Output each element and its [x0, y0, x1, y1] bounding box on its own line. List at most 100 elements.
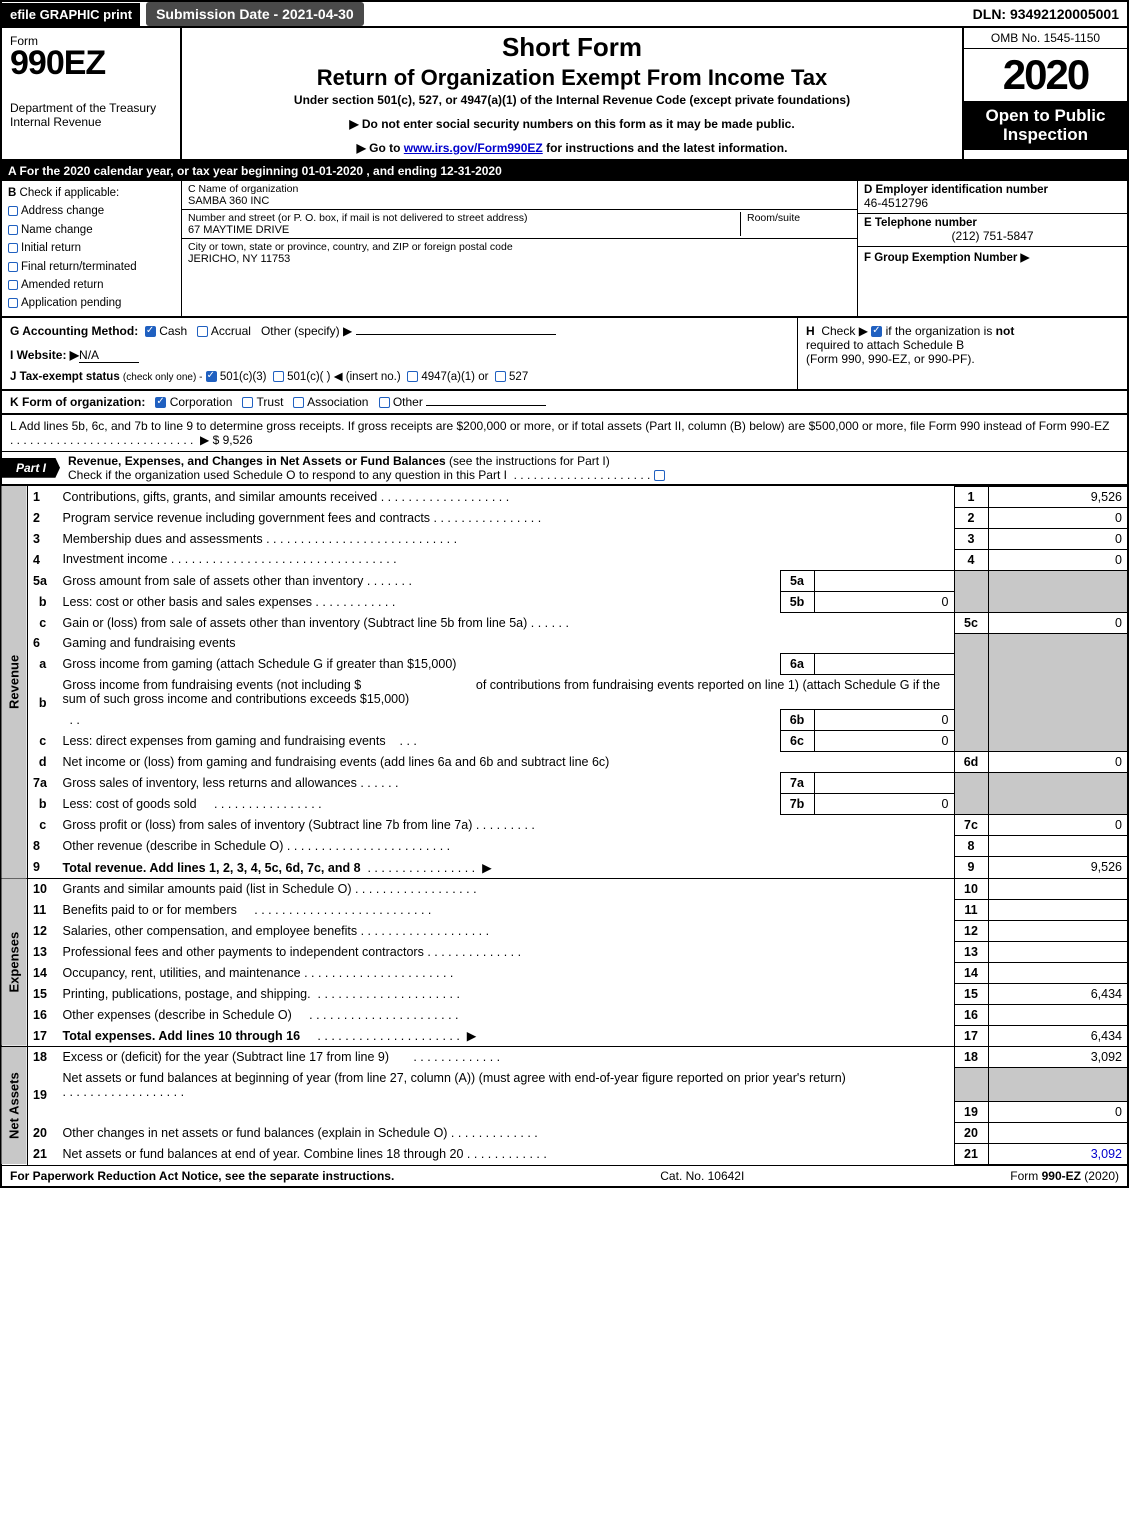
shade-7: [954, 773, 988, 815]
efile-print-button[interactable]: efile GRAPHIC print: [2, 3, 140, 26]
ln-19-col: 19: [954, 1102, 988, 1123]
open-to-public: Open to Public Inspection: [964, 101, 1127, 150]
dept-treasury: Department of the Treasury: [10, 101, 172, 115]
ein-phone-col: D Employer identification number 46-4512…: [857, 181, 1127, 316]
lbl-501c3: 501(c)(3): [220, 371, 267, 383]
checkbox-schedule-b[interactable]: [871, 326, 882, 337]
ln-5c-val: 0: [988, 612, 1128, 633]
shade-5: [954, 570, 988, 612]
ln-18-num: 18: [28, 1047, 58, 1068]
ln-7a-box: 7a: [780, 773, 814, 794]
ln-7c-num: c: [28, 815, 58, 836]
ln-12-col: 12: [954, 920, 988, 941]
ln-21-num: 21: [28, 1144, 58, 1165]
checkbox-cash[interactable]: [145, 326, 156, 337]
ln-10-val: [988, 878, 1128, 899]
ln-14-num: 14: [28, 962, 58, 983]
accounting-method-line: G Accounting Method: Cash Accrual Other …: [10, 324, 789, 338]
checkbox-address-change[interactable]: [8, 206, 18, 216]
ln-18-val: 3,092: [988, 1047, 1128, 1068]
footer-cat: Cat. No. 10642I: [660, 1169, 744, 1183]
checkbox-corporation[interactable]: [155, 397, 166, 408]
side-expenses: Expenses: [1, 878, 28, 1047]
ln-15-col: 15: [954, 983, 988, 1004]
part-1-sub: (see the instructions for Part I): [446, 454, 610, 468]
ln-6a-box: 6a: [780, 654, 814, 675]
ln-16-desc: Other expenses (describe in Schedule O): [63, 1008, 292, 1022]
ln-3-num: 3: [28, 528, 58, 549]
ln-9-val: 9,526: [988, 857, 1128, 879]
checkbox-527[interactable]: [495, 371, 506, 382]
tax-year: 2020: [964, 49, 1127, 101]
h-check-text: Check ▶: [821, 324, 868, 338]
checkbox-4947[interactable]: [407, 371, 418, 382]
form-header: Form 990EZ Department of the Treasury In…: [0, 28, 1129, 161]
city-lbl: City or town, state or province, country…: [188, 241, 851, 253]
org-info: C Name of organization SAMBA 360 INC Num…: [182, 181, 857, 316]
room-suite-lbl: Room/suite: [741, 212, 851, 236]
h-right: H Check ▶ if the organization is not req…: [797, 318, 1127, 389]
checkbox-schedule-o[interactable]: [654, 470, 665, 481]
checkbox-amended-return[interactable]: [8, 280, 18, 290]
ln-12-desc: Salaries, other compensation, and employ…: [63, 924, 358, 938]
ln-8-num: 8: [28, 836, 58, 857]
group-exemption-row: F Group Exemption Number ▶: [858, 247, 1127, 267]
check-b: B: [8, 187, 16, 199]
ln-1-col: 1: [954, 486, 988, 507]
ln-21-val: 3,092: [988, 1144, 1128, 1165]
ln-2-desc: Program service revenue including govern…: [63, 511, 431, 525]
checkbox-501c3[interactable]: [206, 371, 217, 382]
checkbox-trust[interactable]: [242, 397, 253, 408]
dln-label: DLN: 93492120005001: [965, 2, 1127, 26]
j-note: (check only one) -: [123, 372, 202, 383]
h-label: H: [806, 324, 815, 338]
ln-4-val: 0: [988, 549, 1128, 570]
ln-13-num: 13: [28, 941, 58, 962]
lbl-association: Association: [307, 395, 368, 409]
omb-number: OMB No. 1545-1150: [964, 28, 1127, 49]
ln-6b-boxval: 0: [814, 710, 954, 731]
side-net-assets: Net Assets: [1, 1047, 28, 1165]
g-label: G Accounting Method:: [10, 324, 138, 338]
ln-2-num: 2: [28, 507, 58, 528]
ln-8-col: 8: [954, 836, 988, 857]
checkbox-accrual[interactable]: [197, 326, 208, 337]
ln-9-col: 9: [954, 857, 988, 879]
phone-lbl: E Telephone number: [864, 217, 1121, 229]
irs-link[interactable]: www.irs.gov/Form990EZ: [404, 141, 543, 155]
ln-9-num: 9: [28, 857, 58, 879]
checkbox-initial-return[interactable]: [8, 243, 18, 253]
ln-20-desc: Other changes in net assets or fund bala…: [63, 1126, 448, 1140]
checkbox-association[interactable]: [293, 397, 304, 408]
shade-5v: [988, 570, 1128, 612]
checkbox-other-org[interactable]: [379, 397, 390, 408]
lbl-amended-return: Amended return: [21, 279, 103, 291]
ln-5b-box: 5b: [780, 591, 814, 612]
ln-5b-desc: Less: cost or other basis and sales expe…: [63, 595, 312, 609]
ln-11-desc: Benefits paid to or for members: [63, 903, 237, 917]
submission-date-button[interactable]: Submission Date - 2021-04-30: [146, 2, 364, 26]
checkbox-501c[interactable]: [273, 371, 284, 382]
ln-17-val: 6,434: [988, 1025, 1128, 1047]
org-name-lbl: C Name of organization: [188, 183, 851, 195]
short-form-title: Short Form: [192, 32, 952, 63]
cal-year-text: A For the 2020 calendar year, or tax yea…: [8, 164, 502, 178]
ln-5a-box: 5a: [780, 570, 814, 591]
ln-16-val: [988, 1004, 1128, 1025]
ln-6-desc: Gaming and fundraising events: [58, 633, 955, 654]
city-val: JERICHO, NY 11753: [188, 253, 851, 265]
checkbox-application-pending[interactable]: [8, 298, 18, 308]
ln-1-val: 9,526: [988, 486, 1128, 507]
ln-20-num: 20: [28, 1123, 58, 1144]
checkbox-final-return[interactable]: [8, 262, 18, 272]
goto-post: for instructions and the latest informat…: [543, 141, 788, 155]
footer-left: For Paperwork Reduction Act Notice, see …: [10, 1169, 394, 1183]
other-org-blank: [426, 405, 546, 406]
street-val: 67 MAYTIME DRIVE: [188, 224, 734, 236]
ln-15-desc: Printing, publications, postage, and shi…: [63, 987, 311, 1001]
lbl-initial-return: Initial return: [21, 242, 81, 254]
checkbox-name-change[interactable]: [8, 225, 18, 235]
ln-10-col: 10: [954, 878, 988, 899]
city-row: City or town, state or province, country…: [182, 239, 857, 267]
ln-14-desc: Occupancy, rent, utilities, and maintena…: [63, 966, 301, 980]
